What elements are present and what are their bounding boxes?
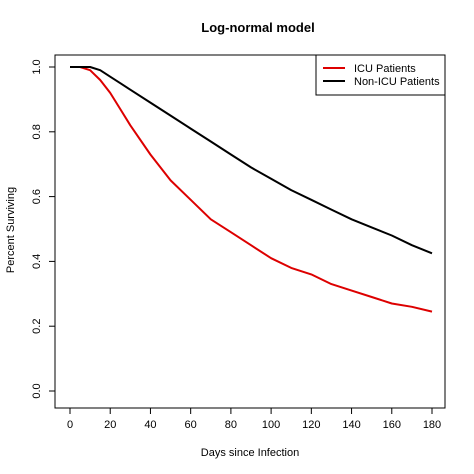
- y-axis-label: Percent Surviving: [5, 187, 17, 273]
- x-axis: 0 20 40 60 80 100 120 140 160 180: [67, 407, 441, 431]
- x-tick-label: 100: [262, 419, 280, 431]
- y-axis: 0.0 0.2 0.4 0.6 0.8 1.0: [31, 59, 56, 399]
- x-tick-label: 60: [185, 419, 197, 431]
- x-tick-label: 40: [144, 419, 156, 431]
- x-tick-label: 20: [104, 419, 116, 431]
- x-tick-label: 120: [302, 419, 320, 431]
- x-tick-label: 140: [342, 419, 360, 431]
- legend-label-1: Non-ICU Patients: [354, 76, 440, 88]
- series-line-0: [70, 66, 433, 313]
- x-axis-label: Days since Infection: [201, 447, 299, 459]
- x-tick-label: 180: [423, 419, 441, 431]
- legend-box: [315, 54, 446, 96]
- x-tick-label: 160: [383, 419, 401, 431]
- y-tick-label: 1.0: [31, 59, 43, 74]
- x-tick-label: 0: [67, 419, 73, 431]
- y-tick-label: 0.0: [31, 383, 43, 398]
- y-tick-label: 0.6: [31, 189, 43, 204]
- x-tick-label: 80: [225, 419, 237, 431]
- plot-area: [54, 54, 446, 409]
- y-tick-label: 0.8: [31, 124, 43, 139]
- y-tick-label: 0.4: [31, 254, 43, 269]
- legend-label-0: ICU Patients: [354, 63, 416, 75]
- y-tick-label: 0.2: [31, 319, 43, 334]
- series-line-1: [70, 66, 433, 255]
- chart-title: Log-normal model: [201, 20, 314, 35]
- series-group: [70, 66, 433, 313]
